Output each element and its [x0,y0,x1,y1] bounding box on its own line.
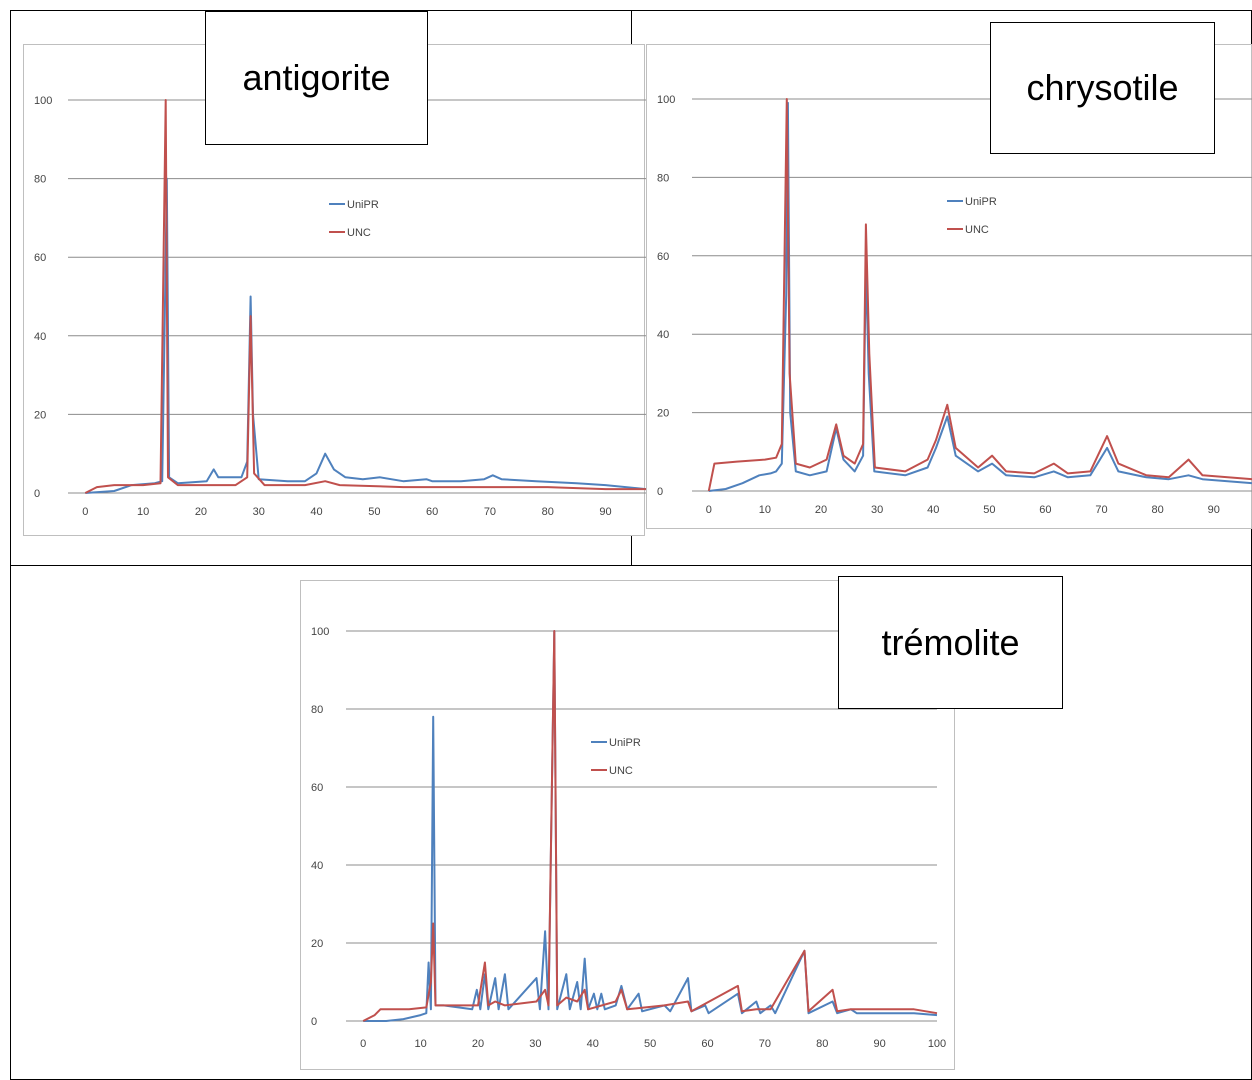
x-tick-label: 0 [82,506,88,518]
x-tick-label: 30 [529,1038,541,1050]
x-tick-label: 100 [928,1038,946,1050]
y-tick-label: 80 [34,174,46,186]
x-tick-label: 0 [360,1038,366,1050]
y-tick-label: 0 [34,488,40,500]
x-tick-label: 10 [759,504,771,516]
x-tick-label: 40 [310,506,322,518]
legend-label: UNC [965,224,989,236]
legend-label: UNC [347,227,371,239]
series-line-unc [707,98,1252,492]
y-tick-label: 40 [34,331,46,343]
y-tick-label: 100 [311,626,329,638]
x-tick-label: 0 [706,504,712,516]
legend-label: UNC [609,765,633,777]
y-tick-label: 60 [657,251,669,263]
y-tick-label: 40 [657,329,669,341]
series-line-unipr [363,630,938,1022]
x-tick-label: 50 [983,504,995,516]
legend-label: UniPR [347,199,379,211]
series-line-unc [84,99,646,494]
x-tick-label: 90 [873,1038,885,1050]
x-tick-label: 60 [1039,504,1051,516]
x-tick-label: 90 [599,506,611,518]
x-tick-label: 40 [927,504,939,516]
x-tick-label: 70 [484,506,496,518]
x-tick-label: 10 [137,506,149,518]
x-tick-label: 30 [871,504,883,516]
x-tick-label: 20 [195,506,207,518]
y-tick-label: 80 [657,172,669,184]
legend-label: UniPR [609,737,641,749]
x-tick-label: 80 [542,506,554,518]
x-tick-label: 30 [253,506,265,518]
y-tick-label: 20 [657,408,669,420]
x-tick-label: 40 [587,1038,599,1050]
chart-title-box: antigorite [205,11,428,145]
y-tick-label: 100 [34,95,52,107]
chart-title: antigorite [242,57,391,98]
x-tick-label: 60 [426,506,438,518]
y-tick-label: 20 [34,409,46,421]
x-tick-label: 70 [1095,504,1107,516]
x-tick-label: 10 [414,1038,426,1050]
x-tick-label: 80 [816,1038,828,1050]
chart-title-box: chrysotile [990,22,1215,154]
x-tick-label: 90 [1208,504,1220,516]
chart-antigorite-plot: 0 20 40 60 80 100 0 10 20 30 40 50 60 70 80 90 UniPR UNC [34,95,647,518]
series-line-unipr [708,101,1252,492]
legend-label: UniPR [965,196,997,208]
y-tick-label: 60 [34,252,46,264]
chart-tremolite-plot: 0 20 40 60 80 100 0 10 20 30 40 50 60 70 80 90 100 UniPR U… [311,626,946,1050]
y-tick-label: 100 [657,94,675,106]
x-tick-label: 50 [644,1038,656,1050]
y-tick-label: 0 [311,1016,317,1028]
x-tick-label: 80 [1152,504,1164,516]
x-tick-label: 70 [759,1038,771,1050]
x-tick-label: 50 [368,506,380,518]
series-line-unc [362,630,938,1022]
x-tick-label: 60 [701,1038,713,1050]
y-tick-label: 40 [311,860,323,872]
chart-title: chrysotile [1026,67,1179,108]
y-tick-label: 0 [657,486,663,498]
x-tick-label: 20 [472,1038,484,1050]
chart-title: trémolite [881,621,1020,663]
y-tick-label: 80 [311,704,323,716]
chart-title-box: trémolite [838,576,1063,709]
y-tick-label: 60 [311,782,323,794]
y-tick-label: 20 [311,938,323,950]
x-tick-label: 20 [815,504,827,516]
